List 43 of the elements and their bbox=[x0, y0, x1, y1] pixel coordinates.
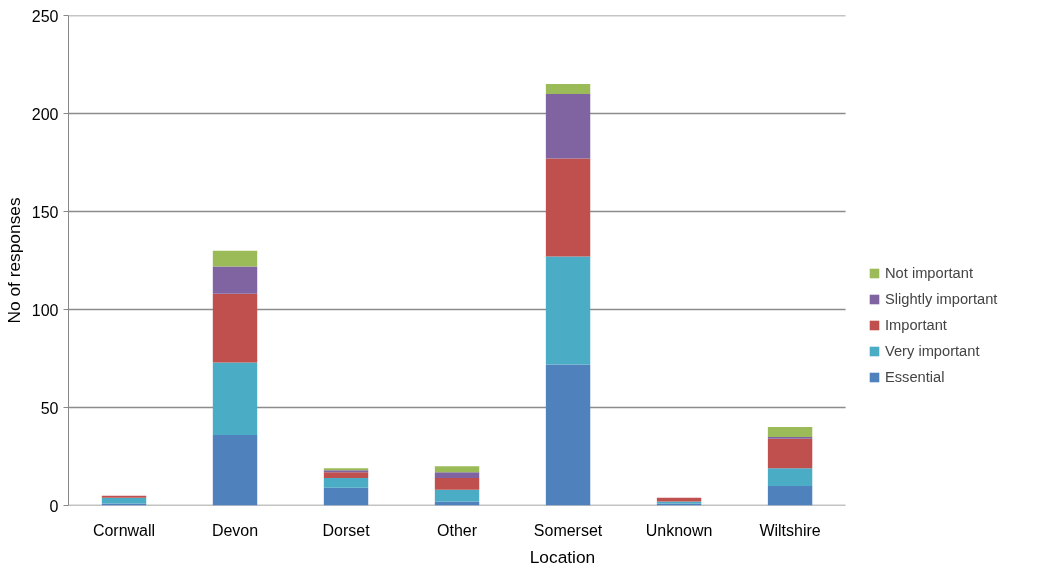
y-tick-label: 250 bbox=[31, 7, 59, 25]
bar bbox=[434, 489, 480, 502]
legend-label: Very important bbox=[885, 343, 980, 359]
bar bbox=[212, 293, 258, 363]
x-tick-label: Somerset bbox=[533, 521, 603, 539]
x-tick-label: Wiltshire bbox=[759, 521, 821, 539]
y-axis-title: No of responses bbox=[3, 197, 24, 324]
bar bbox=[545, 256, 591, 365]
bar bbox=[212, 266, 258, 294]
bar bbox=[434, 472, 480, 479]
legend-label: Not important bbox=[885, 265, 973, 281]
bar bbox=[545, 84, 591, 94]
bar bbox=[434, 478, 480, 490]
y-tick-label: 200 bbox=[31, 105, 59, 123]
bar bbox=[545, 93, 591, 159]
bar bbox=[212, 250, 258, 267]
bar bbox=[767, 485, 813, 506]
legend-label: Important bbox=[885, 317, 947, 333]
bar bbox=[767, 427, 813, 437]
bar bbox=[767, 438, 813, 469]
bar bbox=[212, 362, 258, 435]
x-tick-label: Dorset bbox=[322, 521, 371, 539]
bar bbox=[656, 497, 702, 502]
bar bbox=[212, 434, 258, 506]
legend-label: Essential bbox=[885, 369, 945, 385]
bar bbox=[434, 466, 480, 473]
y-tick-label: 150 bbox=[31, 203, 59, 221]
bar bbox=[323, 472, 369, 479]
y-tick-label: 50 bbox=[40, 399, 59, 417]
bar bbox=[323, 478, 369, 488]
bar bbox=[101, 497, 147, 504]
x-tick-label: Cornwall bbox=[92, 521, 156, 539]
y-tick-label: 0 bbox=[49, 497, 59, 515]
x-tick-label: Other bbox=[437, 521, 478, 539]
bar bbox=[545, 364, 591, 506]
x-axis-title: Location bbox=[529, 546, 596, 567]
legend-label: Slightly important bbox=[885, 291, 998, 307]
x-tick-label: Devon bbox=[211, 521, 259, 539]
x-tick-label: Unknown bbox=[645, 521, 713, 539]
y-tick-label: 100 bbox=[31, 301, 59, 319]
bar bbox=[767, 468, 813, 486]
bar bbox=[545, 158, 591, 257]
bar bbox=[323, 487, 369, 506]
